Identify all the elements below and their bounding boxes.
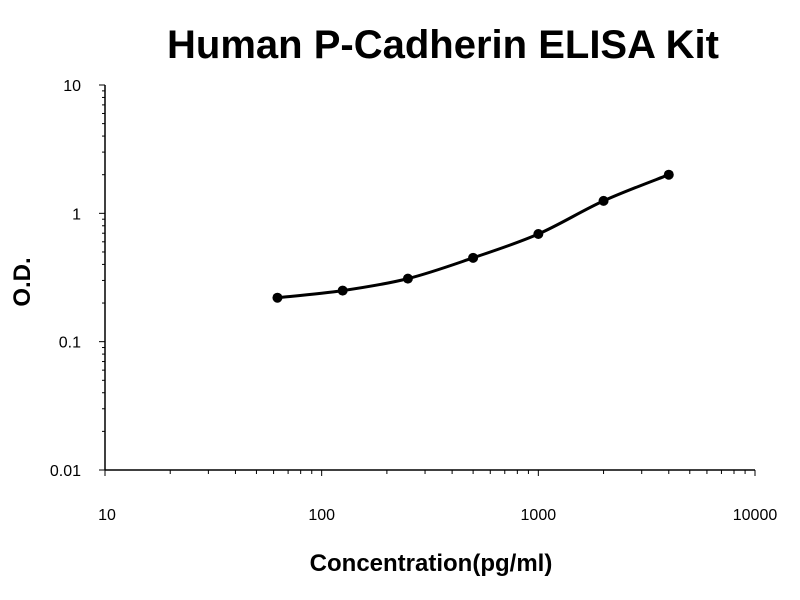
data-points — [272, 169, 674, 303]
y-tick-label: 0.1 — [59, 335, 81, 352]
x-axis-label: Concentration(pg/ml) — [310, 550, 553, 577]
data-point — [272, 292, 283, 303]
axis-tick-labels: 0.01 0.1 1 10 10 100 1000 10000 — [50, 78, 777, 524]
data-point — [468, 252, 479, 263]
y-tick-label: 1 — [72, 206, 81, 223]
data-point — [598, 195, 609, 206]
y-axis-label: O.D. — [9, 257, 36, 306]
fit-curve — [277, 173, 670, 300]
data-point — [402, 273, 413, 284]
x-tick-label: 10000 — [733, 507, 778, 524]
x-tick-label: 10 — [98, 507, 116, 524]
data-point — [337, 285, 348, 296]
chart-title: Human P-Cadherin ELISA Kit — [167, 23, 719, 67]
axis-ticks — [99, 84, 756, 476]
data-point — [663, 169, 674, 180]
data-point — [533, 229, 544, 240]
x-tick-label: 100 — [308, 507, 335, 524]
y-tick-label: 10 — [63, 78, 81, 95]
x-tick-label: 1000 — [521, 507, 557, 524]
y-tick-label: 0.01 — [50, 463, 81, 480]
